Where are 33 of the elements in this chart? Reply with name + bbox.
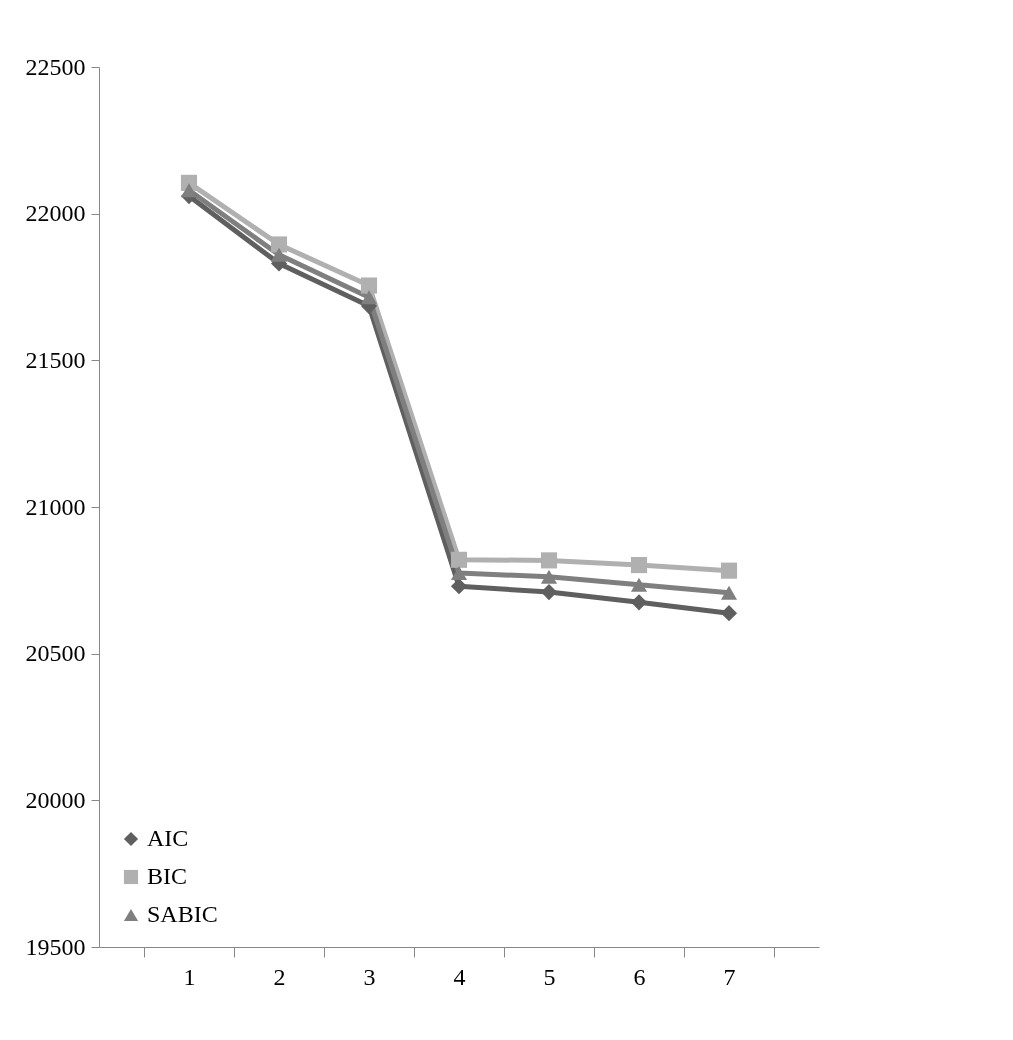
y-tick-label: 21500 <box>25 346 86 373</box>
y-tick-label: 20500 <box>25 640 86 667</box>
point <box>720 562 738 579</box>
point <box>630 557 648 574</box>
y-tick-label: 19500 <box>25 933 86 960</box>
point <box>540 552 558 569</box>
point <box>270 236 288 253</box>
point <box>720 605 738 622</box>
x-tick-label: 4 <box>453 963 466 990</box>
point <box>270 247 288 262</box>
point <box>360 277 378 294</box>
y-tick-label: 21000 <box>25 493 86 520</box>
x-tick-label: 3 <box>363 963 376 990</box>
legend-label: SABIC <box>147 901 218 927</box>
point <box>630 577 648 592</box>
point <box>360 290 378 305</box>
y-tick-label: 22000 <box>25 200 86 227</box>
point <box>450 566 468 580</box>
y-tick-label: 20000 <box>25 786 86 813</box>
legend-label: AIC <box>147 825 189 851</box>
point <box>450 551 468 568</box>
point <box>180 183 198 198</box>
y-tick-label: 22500 <box>25 53 86 80</box>
x-tick-label: 5 <box>543 963 556 990</box>
point <box>630 594 648 611</box>
x-tick-label: 2 <box>273 963 286 990</box>
point <box>720 585 738 600</box>
point <box>540 569 558 584</box>
x-tick-label: 6 <box>633 963 646 990</box>
point <box>450 578 468 595</box>
x-tick-label: 1 <box>183 963 196 990</box>
x-tick-label: 7 <box>723 963 736 990</box>
legend-label: BIC <box>147 863 188 889</box>
